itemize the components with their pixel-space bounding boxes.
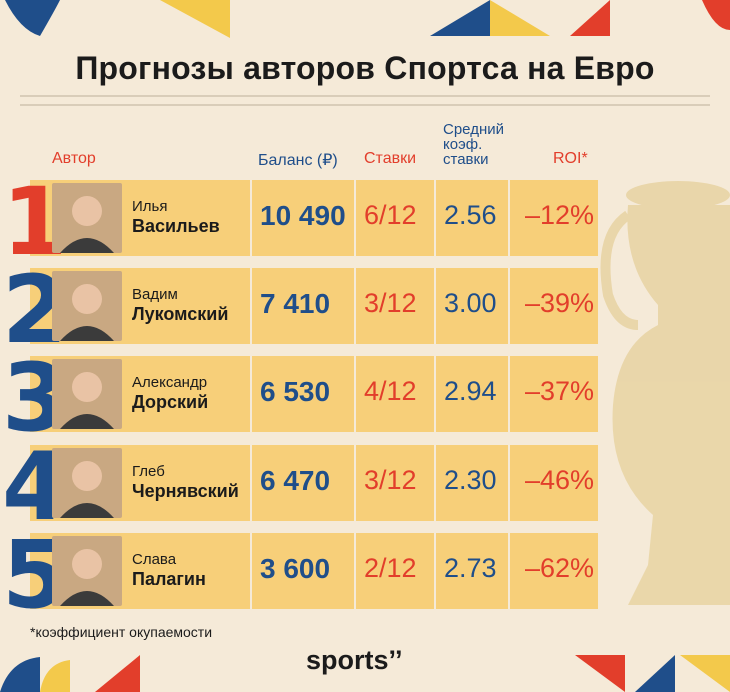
page-title: Прогнозы авторов Спортса на Евро [75, 50, 655, 86]
header-avg-coef-line3: ставки [443, 151, 489, 168]
footnote: *коэффициент окупаемости [30, 624, 213, 640]
author-last-name: Дорский [132, 392, 209, 412]
author-photo [52, 536, 122, 606]
row-cell-bg [510, 356, 598, 432]
table-row: 2 Вадим Лукомский 7 410 3/12 3.00 –39% [2, 264, 598, 358]
table-row: 5 Слава Палагин 3 600 2/12 2.73 –62% [2, 529, 598, 623]
row-cell-bg [252, 180, 354, 256]
row-cell-bg [436, 445, 508, 521]
avg-coef-value: 2.30 [444, 465, 497, 495]
decor-top-left-shapes [5, 0, 230, 38]
row-cell-bg [356, 356, 434, 432]
author-photo [52, 183, 122, 253]
header-bets: Ставки [364, 150, 417, 167]
decor-bottom-right-shapes [575, 655, 730, 692]
author-photo [52, 359, 122, 429]
row-cell-bg [510, 268, 598, 344]
brand-logo: sports’’ [306, 645, 403, 675]
table-row: 1 Илья Васильев 10 490 6/12 2.56 –12% [2, 176, 598, 270]
row-cell-bg [436, 356, 508, 432]
row-cell-bg [356, 445, 434, 521]
author-last-name: Чернявский [132, 481, 239, 501]
row-cell-bg [252, 445, 354, 521]
balance-value: 6 470 [260, 465, 331, 496]
row-cell-bg [356, 268, 434, 344]
author-photo [52, 448, 122, 518]
table-row: 3 Александр Дорский 6 530 4/12 2.94 –37% [2, 352, 598, 446]
header-avg-coef-line2: коэф. [443, 136, 483, 153]
row-cell-bg [436, 180, 508, 256]
author-last-name: Палагин [132, 569, 206, 589]
row-cell-bg [252, 268, 354, 344]
header-roi: ROI* [553, 150, 588, 167]
roi-value: –46% [524, 465, 594, 495]
bets-value: 3/12 [364, 288, 417, 318]
row-cell-bg [356, 533, 434, 609]
row-cell-bg [436, 533, 508, 609]
author-first-name: Александр [132, 374, 208, 391]
bets-value: 3/12 [364, 465, 417, 495]
roi-value: –37% [524, 376, 594, 406]
roi-value: –62% [524, 553, 594, 583]
decor-top-right-shapes [430, 0, 730, 36]
row-cell-bg [356, 180, 434, 256]
decor-bottom-left-shapes [0, 655, 140, 692]
balance-value: 6 530 [260, 376, 331, 407]
row-cell-bg [510, 533, 598, 609]
trophy-icon [600, 181, 730, 605]
row-cell-bg [510, 180, 598, 256]
bets-value: 2/12 [364, 553, 417, 583]
table-row: 4 Глеб Чернявский 6 470 3/12 2.30 –46% [2, 441, 598, 535]
row-cell-bg [436, 268, 508, 344]
header-avg-coef: Средний коэф. ставки [443, 122, 504, 167]
author-photo [52, 271, 122, 341]
author-first-name: Глеб [132, 463, 165, 480]
balance-value: 3 600 [260, 553, 331, 584]
bets-value: 6/12 [364, 200, 417, 230]
balance-value: 7 410 [260, 288, 331, 319]
bets-value: 4/12 [364, 376, 417, 406]
header-avg-coef-line1: Средний [443, 121, 504, 138]
balance-value: 10 490 [260, 200, 346, 231]
row-cell-bg [510, 445, 598, 521]
row-cell-bg [252, 356, 354, 432]
avg-coef-value: 2.94 [444, 376, 497, 406]
avg-coef-value: 2.73 [444, 553, 497, 583]
author-first-name: Слава [132, 551, 177, 568]
author-first-name: Илья [132, 198, 168, 215]
roi-value: –39% [524, 288, 594, 318]
author-first-name: Вадим [132, 286, 178, 303]
author-last-name: Васильев [132, 216, 220, 236]
avg-coef-value: 2.56 [444, 200, 497, 230]
row-cell-bg [252, 533, 354, 609]
roi-value: –12% [524, 200, 594, 230]
header-balance: Баланс (₽) [258, 152, 338, 169]
avg-coef-value: 3.00 [444, 288, 497, 318]
author-last-name: Лукомский [132, 304, 229, 324]
header-author: Автор [52, 150, 96, 167]
title-divider-bottom [20, 104, 710, 106]
title-divider-top [20, 95, 710, 97]
